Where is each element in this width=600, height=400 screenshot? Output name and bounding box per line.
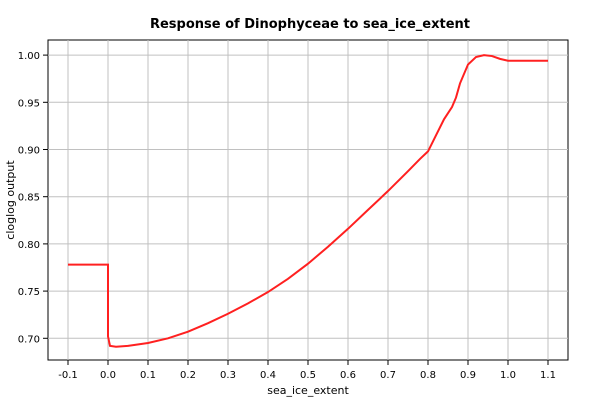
x-tick-label: 0.6 <box>340 370 356 381</box>
response-curve <box>68 54 548 348</box>
x-tick-label: -0.1 <box>58 370 78 381</box>
chart-title: Response of Dinophyceae to sea_ice_exten… <box>150 17 470 32</box>
x-tick-label: 0.8 <box>420 370 436 381</box>
x-axis-label: sea_ice_extent <box>267 384 349 397</box>
y-axis-ticks: 0.70 0.75 0.80 0.85 0.90 0.95 1.00 <box>18 51 48 345</box>
grid <box>48 40 568 360</box>
y-tick-label: 0.80 <box>18 240 40 251</box>
y-tick-label: 1.00 <box>18 51 40 62</box>
y-tick-label: 0.90 <box>18 145 40 156</box>
series-group <box>68 54 548 348</box>
y-tick-label: 0.70 <box>18 334 40 345</box>
x-tick-label: 0.4 <box>260 370 276 381</box>
x-tick-label: 0.2 <box>180 370 196 381</box>
x-tick-label: 0.7 <box>380 370 396 381</box>
x-tick-label: 0.3 <box>220 370 236 381</box>
x-tick-label: 1.1 <box>540 370 556 381</box>
x-tick-label: 1.0 <box>500 370 516 381</box>
x-tick-label: 0.1 <box>140 370 156 381</box>
y-tick-label: 0.75 <box>18 287 40 298</box>
x-axis-ticks: -0.1 0.0 0.1 0.2 0.3 0.4 0.5 0.6 0.7 0.8 0.9 1.0 1.1 <box>58 360 556 381</box>
y-axis-label: cloglog output <box>4 160 17 240</box>
y-tick-label: 0.85 <box>18 193 40 204</box>
x-tick-label: 0.9 <box>460 370 476 381</box>
y-tick-label: 0.95 <box>18 98 40 109</box>
x-tick-label: 0.5 <box>300 370 316 381</box>
x-tick-label: 0.0 <box>100 370 116 381</box>
